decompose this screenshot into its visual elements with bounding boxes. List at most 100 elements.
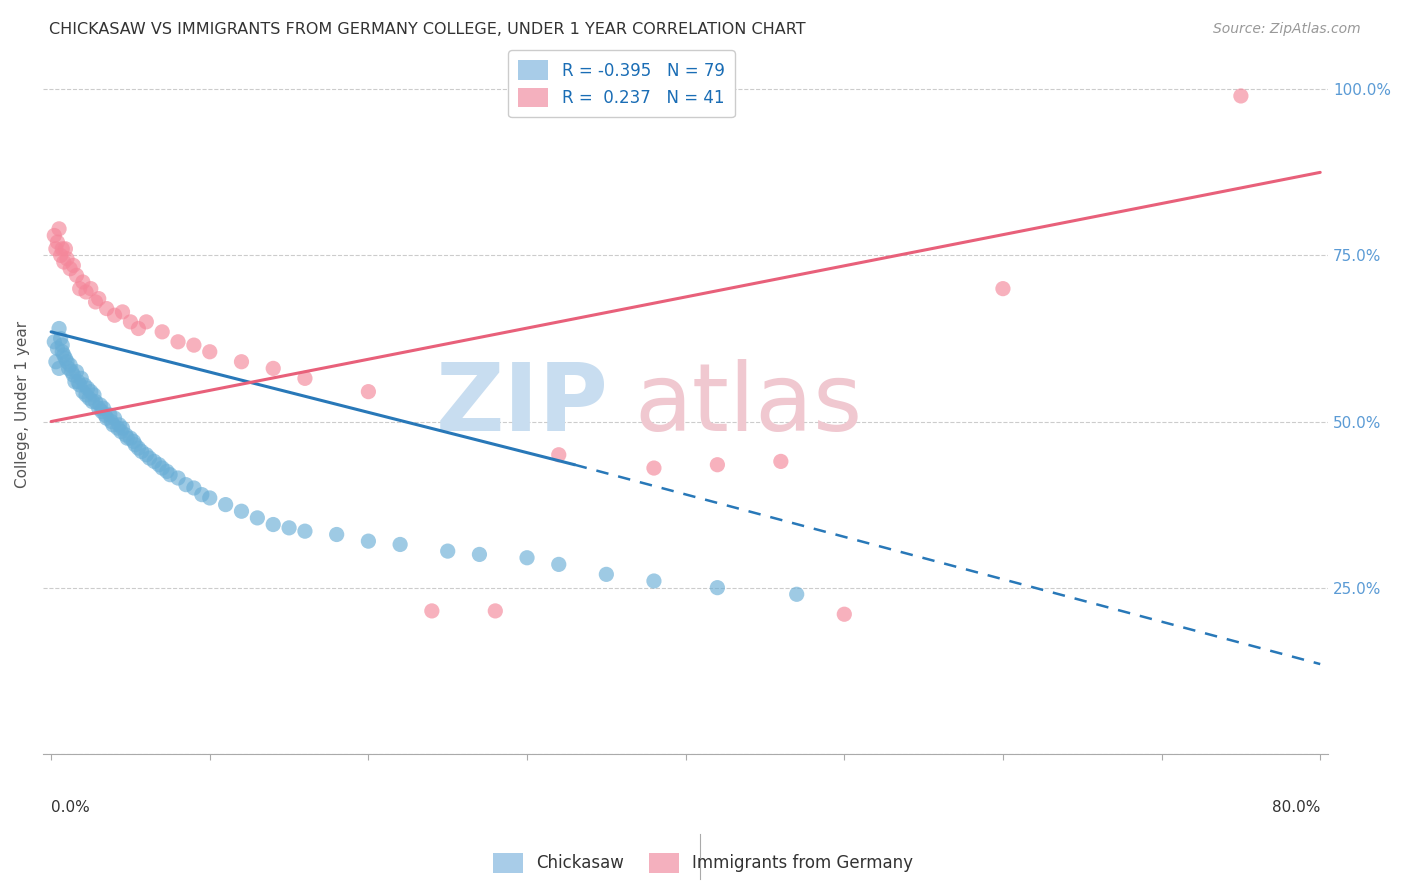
- Legend: Chickasaw, Immigrants from Germany: Chickasaw, Immigrants from Germany: [486, 847, 920, 880]
- Point: [110, 425, 132, 439]
- Point: [55, 242, 77, 256]
- Point: [120, 431, 142, 445]
- Point: [69, 282, 91, 296]
- Point: [262, 361, 284, 376]
- Point: [246, 511, 269, 525]
- Point: [59, 358, 82, 372]
- Y-axis label: College, Under 1 year: College, Under 1 year: [15, 321, 30, 489]
- Point: [51, 344, 73, 359]
- Point: [183, 481, 205, 495]
- Point: [44, 334, 66, 349]
- Point: [70, 371, 93, 385]
- Point: [706, 458, 728, 472]
- Point: [96, 301, 118, 316]
- Point: [294, 371, 316, 385]
- Point: [45, 242, 67, 256]
- Point: [62, 368, 84, 382]
- Point: [120, 315, 142, 329]
- Point: [62, 259, 84, 273]
- Point: [706, 581, 728, 595]
- Point: [46, 235, 69, 249]
- Point: [80, 282, 103, 296]
- Point: [49, 331, 72, 345]
- Point: [117, 431, 139, 445]
- Text: ZIP: ZIP: [436, 359, 609, 451]
- Point: [124, 438, 146, 452]
- Point: [87, 292, 110, 306]
- Text: CHICKASAW VS IMMIGRANTS FROM GERMANY COLLEGE, UNDER 1 YEAR CORRELATION CHART: CHICKASAW VS IMMIGRANTS FROM GERMANY COL…: [49, 22, 806, 37]
- Point: [93, 401, 115, 416]
- Point: [135, 448, 157, 462]
- Point: [436, 544, 458, 558]
- Point: [59, 261, 82, 276]
- Point: [65, 268, 87, 283]
- Point: [183, 338, 205, 352]
- Point: [262, 517, 284, 532]
- Point: [198, 491, 221, 505]
- Point: [51, 338, 73, 352]
- Point: [55, 351, 77, 366]
- Point: [48, 321, 70, 335]
- Point: [75, 388, 97, 402]
- Point: [111, 421, 134, 435]
- Point: [191, 488, 214, 502]
- Point: [389, 537, 412, 551]
- Point: [52, 255, 75, 269]
- Point: [46, 342, 69, 356]
- Point: [1230, 89, 1253, 103]
- Point: [325, 527, 347, 541]
- Point: [150, 461, 173, 475]
- Point: [52, 348, 75, 362]
- Point: [49, 248, 72, 262]
- Point: [96, 411, 118, 425]
- Point: [231, 355, 253, 369]
- Point: [48, 361, 70, 376]
- Point: [516, 550, 538, 565]
- Point: [94, 408, 117, 422]
- Point: [595, 567, 617, 582]
- Point: [114, 427, 136, 442]
- Point: [87, 401, 110, 416]
- Point: [138, 451, 160, 466]
- Point: [148, 458, 170, 472]
- Point: [198, 344, 221, 359]
- Point: [103, 308, 125, 322]
- Point: [643, 574, 665, 588]
- Point: [127, 321, 149, 335]
- Point: [51, 242, 73, 256]
- Point: [58, 361, 80, 376]
- Text: atlas: atlas: [634, 359, 862, 451]
- Point: [127, 441, 149, 455]
- Point: [80, 384, 103, 399]
- Point: [278, 521, 301, 535]
- Point: [135, 315, 157, 329]
- Point: [108, 417, 131, 432]
- Point: [643, 461, 665, 475]
- Point: [420, 604, 443, 618]
- Point: [547, 558, 569, 572]
- Point: [769, 454, 792, 468]
- Point: [98, 408, 121, 422]
- Point: [75, 285, 97, 299]
- Point: [484, 604, 506, 618]
- Point: [84, 394, 107, 409]
- Point: [60, 365, 83, 379]
- Point: [73, 378, 96, 392]
- Point: [69, 378, 91, 392]
- Point: [547, 448, 569, 462]
- Point: [786, 587, 808, 601]
- Point: [143, 454, 166, 468]
- Point: [832, 607, 855, 622]
- Point: [65, 365, 87, 379]
- Point: [357, 534, 380, 549]
- Point: [45, 355, 67, 369]
- Point: [84, 294, 107, 309]
- Point: [100, 415, 122, 429]
- Point: [111, 305, 134, 319]
- Point: [991, 282, 1014, 296]
- Point: [44, 228, 66, 243]
- Point: [150, 325, 173, 339]
- Point: [231, 504, 253, 518]
- Point: [468, 548, 491, 562]
- Point: [56, 355, 79, 369]
